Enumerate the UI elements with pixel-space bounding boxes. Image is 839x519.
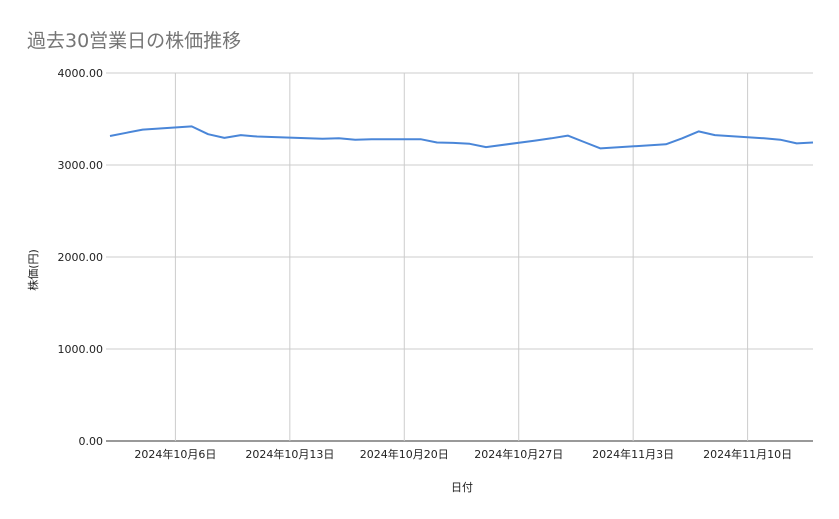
x-tick-label: 2024年10月20日 [360, 447, 449, 461]
y-axis-label: 株価(円) [26, 249, 40, 291]
x-axis-ticks: 2024年10月6日 2024年10月13日 2024年10月20日 2024年10月… [134, 447, 792, 461]
chart-title: 過去30営業日の株価推移 [27, 30, 242, 52]
x-tick-label: 2024年10月6日 [134, 447, 216, 461]
series-line [109, 125, 814, 150]
y-tick-label: 1000.00 [58, 343, 104, 356]
x-tick-label: 2024年10月13日 [245, 447, 334, 461]
y-tick-label: 0.00 [79, 435, 104, 448]
gridlines [106, 72, 813, 442]
x-axis-label: 日付 [451, 481, 473, 494]
y-tick-label: 4000.00 [58, 67, 104, 80]
y-axis-ticks: 0.00 1000.00 2000.00 3000.00 4000.00 [58, 67, 104, 448]
x-tick-label: 2024年11月10日 [703, 447, 792, 461]
y-tick-label: 3000.00 [58, 159, 104, 172]
x-tick-label: 2024年11月3日 [592, 447, 674, 461]
x-tick-label: 2024年10月27日 [474, 447, 563, 461]
series-group [109, 125, 814, 150]
y-tick-label: 2000.00 [58, 251, 104, 264]
